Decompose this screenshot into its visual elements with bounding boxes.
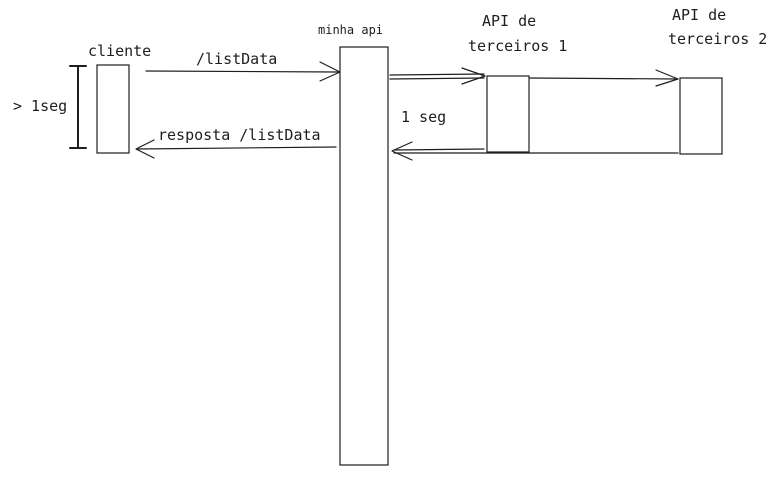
duration-bracket-client bbox=[69, 65, 87, 149]
participant-label-api-terceiros-1-line1: API de bbox=[482, 12, 536, 30]
duration-label-client: > 1seg bbox=[13, 97, 67, 115]
arrow-request-list-data bbox=[145, 70, 339, 73]
arrowhead-response-list-data bbox=[135, 139, 155, 159]
arrowhead-call-terceiros-1 bbox=[461, 67, 486, 85]
participant-label-api-terceiros-1-line2: terceiros 1 bbox=[468, 37, 567, 55]
message-label-request: /listData bbox=[196, 50, 277, 68]
participant-label-minha-api: minha api bbox=[318, 23, 383, 37]
arrowhead-return-terceiros bbox=[391, 141, 413, 161]
activation-box-cliente bbox=[96, 64, 130, 154]
duration-label-third-party: 1 seg bbox=[401, 108, 446, 126]
arrow-call-terceiros-2 bbox=[529, 77, 679, 80]
activation-box-api-terceiros-2 bbox=[679, 77, 723, 155]
arrow-return-terceiros-1 bbox=[393, 148, 485, 151]
arrowhead-call-terceiros-2 bbox=[655, 69, 679, 87]
activation-box-api-terceiros-1 bbox=[486, 75, 530, 153]
arrow-call-terceiros-1 bbox=[389, 73, 485, 80]
participant-label-api-terceiros-2-line2: terceiros 2 bbox=[668, 30, 767, 48]
participant-label-cliente: cliente bbox=[88, 42, 151, 60]
activation-box-minha-api bbox=[339, 46, 389, 466]
arrowhead-request-list-data bbox=[319, 61, 341, 82]
message-label-response: resposta /listData bbox=[158, 126, 321, 144]
arrow-response-list-data bbox=[136, 146, 337, 150]
participant-label-api-terceiros-2-line1: API de bbox=[672, 6, 726, 24]
